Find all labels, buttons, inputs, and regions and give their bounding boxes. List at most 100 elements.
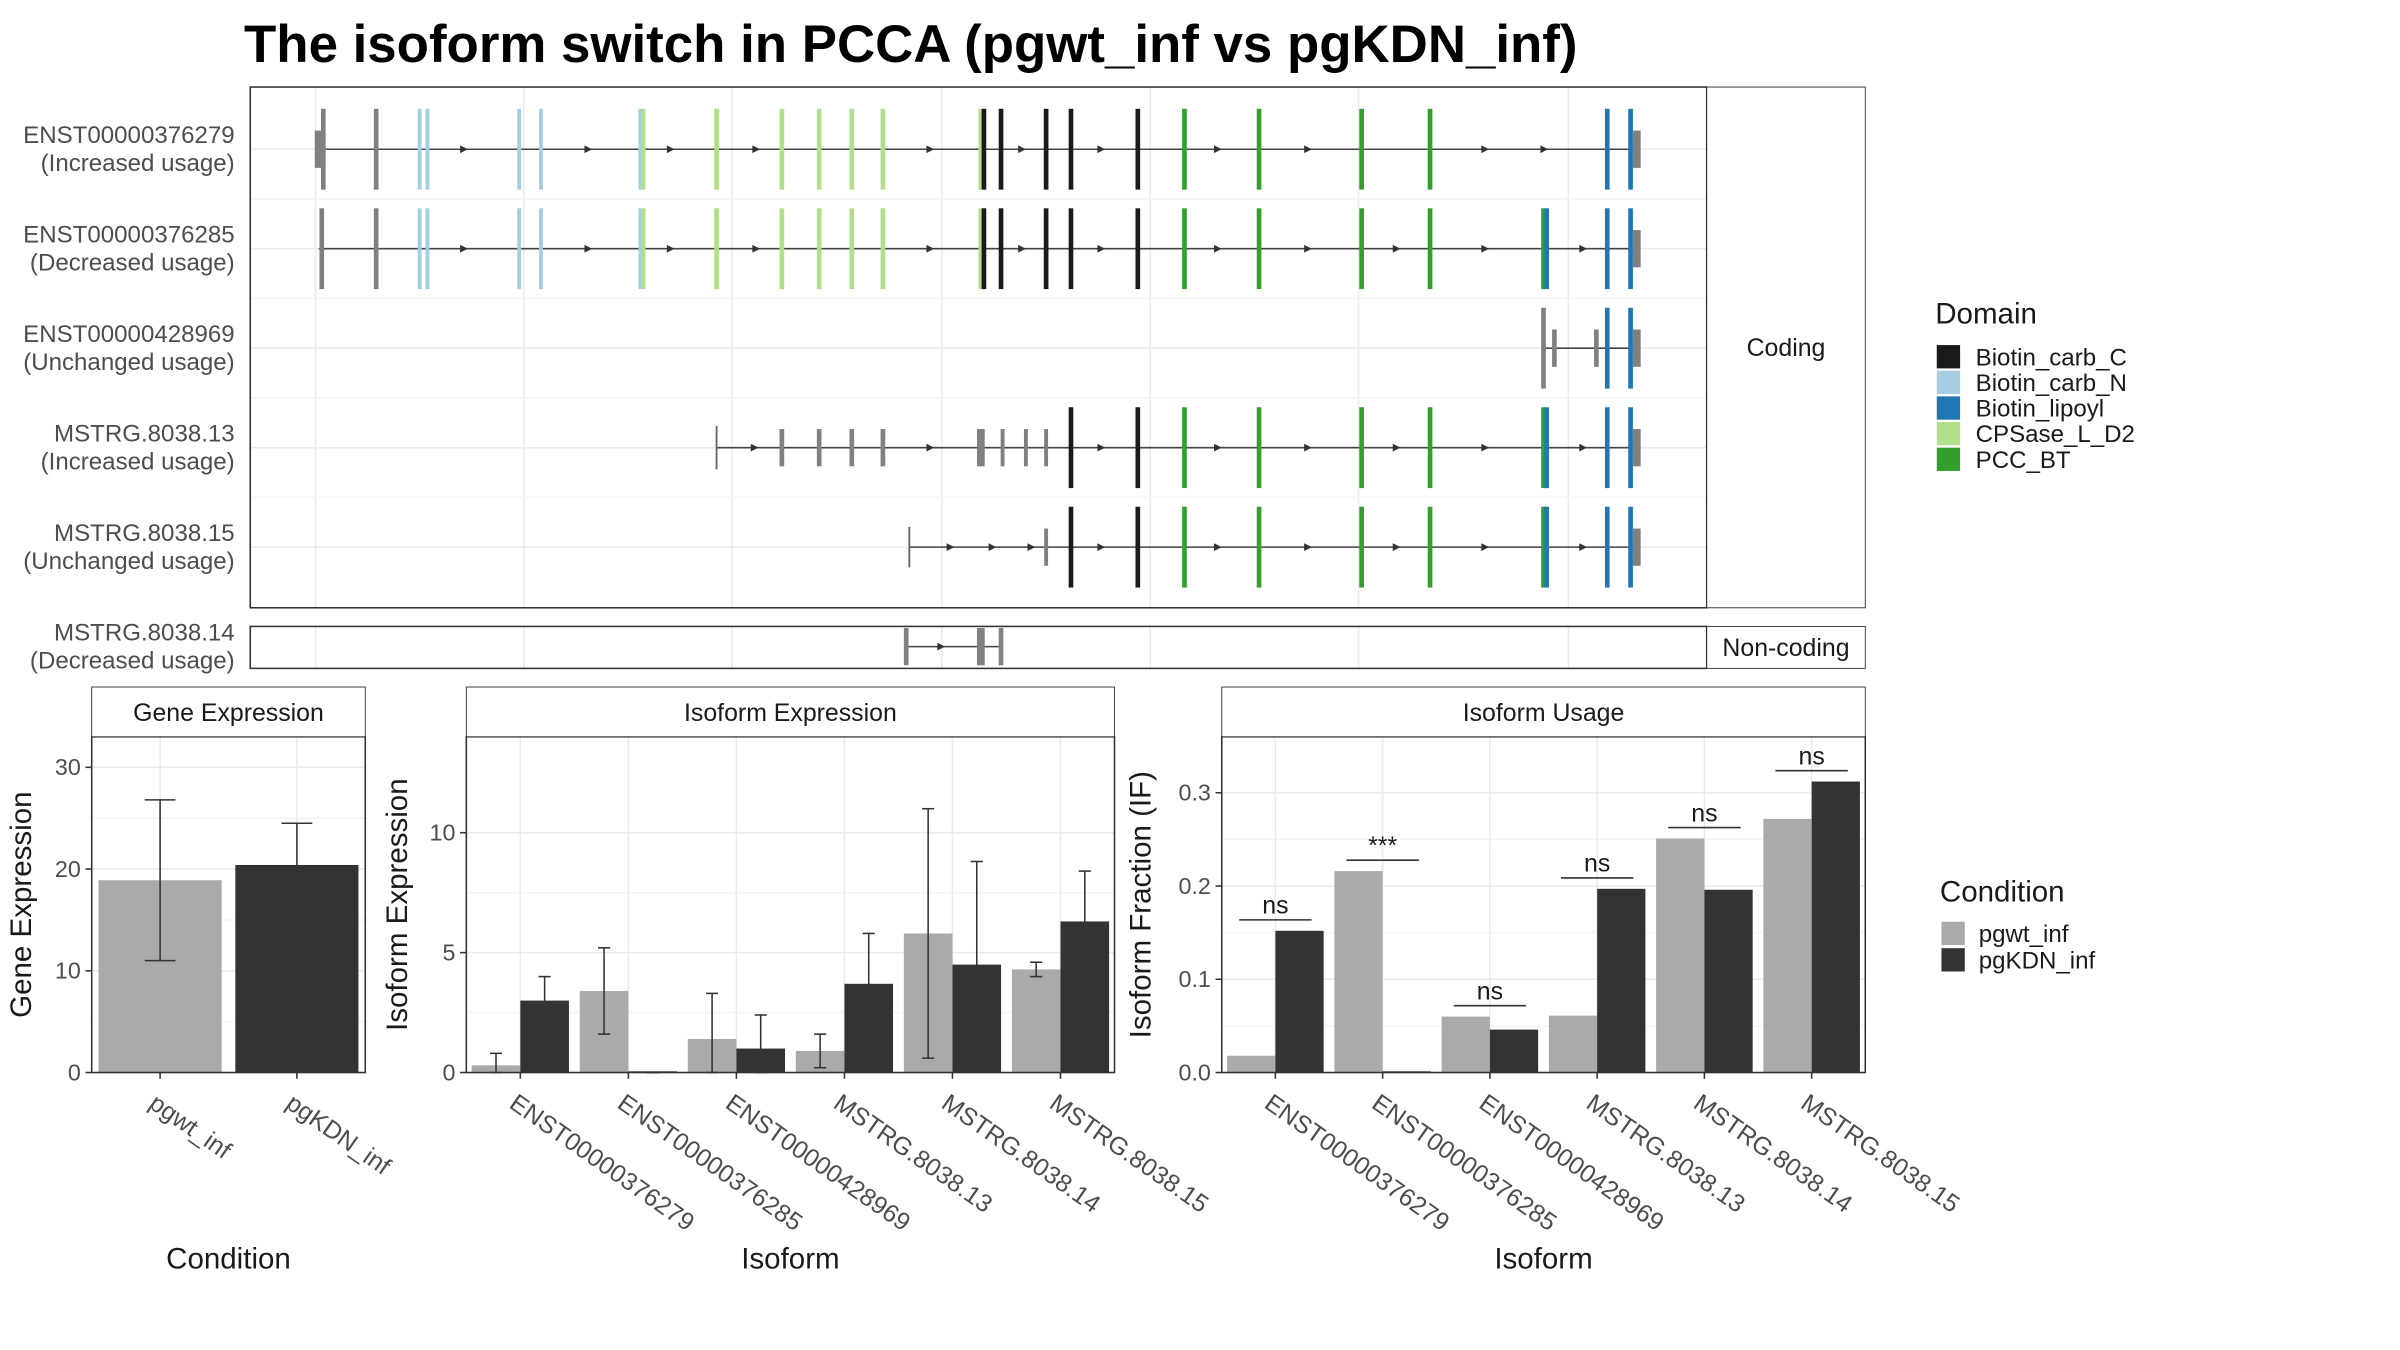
- exon: [779, 208, 785, 290]
- noncoding-facet-strip: [1706, 625, 1866, 669]
- exon: [1043, 108, 1049, 190]
- domain-legend-title: Domain: [1935, 297, 2037, 330]
- exon: [538, 108, 543, 190]
- exon: [425, 108, 430, 190]
- x-axis-title: Isoform: [1494, 1242, 1592, 1275]
- panel-strip-title: Isoform Usage: [1463, 699, 1625, 727]
- condition-legend-label: pgwt_inf: [1979, 921, 2069, 948]
- exon: [1044, 528, 1049, 566]
- exon: [417, 208, 422, 290]
- exon: [1182, 506, 1187, 588]
- x-tick-label: pgwt_inf: [144, 1089, 236, 1165]
- intron-arrow: [926, 443, 935, 452]
- exon: [320, 108, 326, 190]
- intron-arrow: [666, 244, 675, 253]
- exon: [638, 108, 643, 190]
- exon: [978, 108, 984, 190]
- exon: [1182, 208, 1187, 290]
- significance-label: ns: [1477, 977, 1503, 1005]
- exon: [1359, 407, 1364, 489]
- significance-label: ***: [1368, 832, 1397, 860]
- intron-arrow: [1097, 244, 1106, 253]
- significance-label: ns: [1799, 742, 1825, 770]
- intron-arrow: [1213, 543, 1222, 552]
- bar: [1334, 871, 1383, 1073]
- exon: [1427, 506, 1433, 588]
- bar: [1275, 930, 1324, 1073]
- intron-arrow: [1018, 244, 1026, 253]
- intron-arrow: [1481, 443, 1490, 452]
- exon: [1594, 329, 1599, 367]
- intron-arrow: [937, 642, 946, 651]
- exon: [1632, 329, 1641, 367]
- exon: [880, 108, 886, 190]
- exon: [816, 429, 822, 467]
- y-tick-label: 0.1: [1178, 966, 1210, 992]
- y-tick-label: 30: [55, 754, 81, 780]
- exon: [1604, 208, 1610, 290]
- exon: [1044, 429, 1049, 467]
- intron-arrow: [1213, 244, 1222, 253]
- intron-arrow: [584, 244, 593, 253]
- exon: [641, 208, 646, 290]
- exon: [880, 429, 886, 467]
- exon: [816, 208, 822, 290]
- exon: [1068, 208, 1074, 290]
- intron-arrow: [1392, 543, 1401, 552]
- exon: [1604, 407, 1610, 489]
- exon: [981, 108, 987, 190]
- exon: [1000, 429, 1005, 467]
- intron-arrow: [1213, 443, 1222, 452]
- exon: [417, 108, 422, 190]
- exon: [517, 208, 522, 290]
- exon: [998, 108, 1004, 190]
- intron-arrow: [1392, 244, 1401, 253]
- intron-arrow: [1097, 543, 1106, 552]
- exon: [1552, 329, 1557, 367]
- facet-label-noncoding: Non-coding: [1722, 634, 1849, 662]
- exon: [1604, 307, 1610, 389]
- x-tick-label: ENST00000428969: [1474, 1089, 1669, 1237]
- gene-expression-panel: 0 10 20 30 pgwt_inf pgKDN_inf Gene Expression C…: [5, 686, 396, 1275]
- x-tick-label: ENST00000376279: [1260, 1089, 1455, 1237]
- domain-legend-swatch: [1936, 422, 1961, 446]
- exon: [849, 429, 855, 467]
- exon: [1628, 108, 1633, 190]
- x-axis-title: Isoform: [741, 1242, 839, 1275]
- domain-legend-label: Biotin_carb_N: [1976, 370, 2127, 397]
- y-tick-label: 0: [68, 1059, 81, 1085]
- intron-arrow: [1579, 244, 1588, 253]
- y-axis-title: Gene Expression: [5, 791, 38, 1017]
- exon: [880, 208, 886, 290]
- panel-strip: [1221, 686, 1866, 738]
- exon: [1068, 506, 1074, 588]
- panel-strip-title: Gene Expression: [133, 699, 324, 727]
- y-tick-label: 0.3: [1178, 780, 1210, 806]
- bar: [1704, 889, 1753, 1073]
- x-axis-title: Condition: [166, 1242, 291, 1275]
- exon: [1632, 130, 1641, 168]
- exon: [981, 208, 987, 290]
- exon: [1632, 230, 1641, 268]
- x-tick-label: ENST00000376285: [1367, 1089, 1562, 1237]
- isoform-row-label: MSTRG.8038.14: [54, 619, 235, 646]
- isoform-row-label: ENST00000376285: [23, 221, 235, 248]
- exon: [1427, 208, 1433, 290]
- bar: [1227, 1055, 1276, 1073]
- exon: [976, 627, 985, 666]
- exon: [1541, 307, 1546, 389]
- bar: [1597, 888, 1646, 1073]
- y-tick-label: 10: [55, 958, 81, 984]
- exon: [1427, 407, 1433, 489]
- exon: [849, 108, 855, 190]
- exon: [1182, 108, 1187, 190]
- exon: [976, 429, 985, 467]
- intron-arrow: [1304, 443, 1312, 452]
- bar: [1811, 781, 1860, 1073]
- intron-arrow: [1097, 443, 1106, 452]
- coding-facet-strip: [1706, 86, 1866, 609]
- bar: [1763, 818, 1812, 1073]
- intron-arrow: [1579, 543, 1588, 552]
- intron-arrow: [926, 145, 935, 154]
